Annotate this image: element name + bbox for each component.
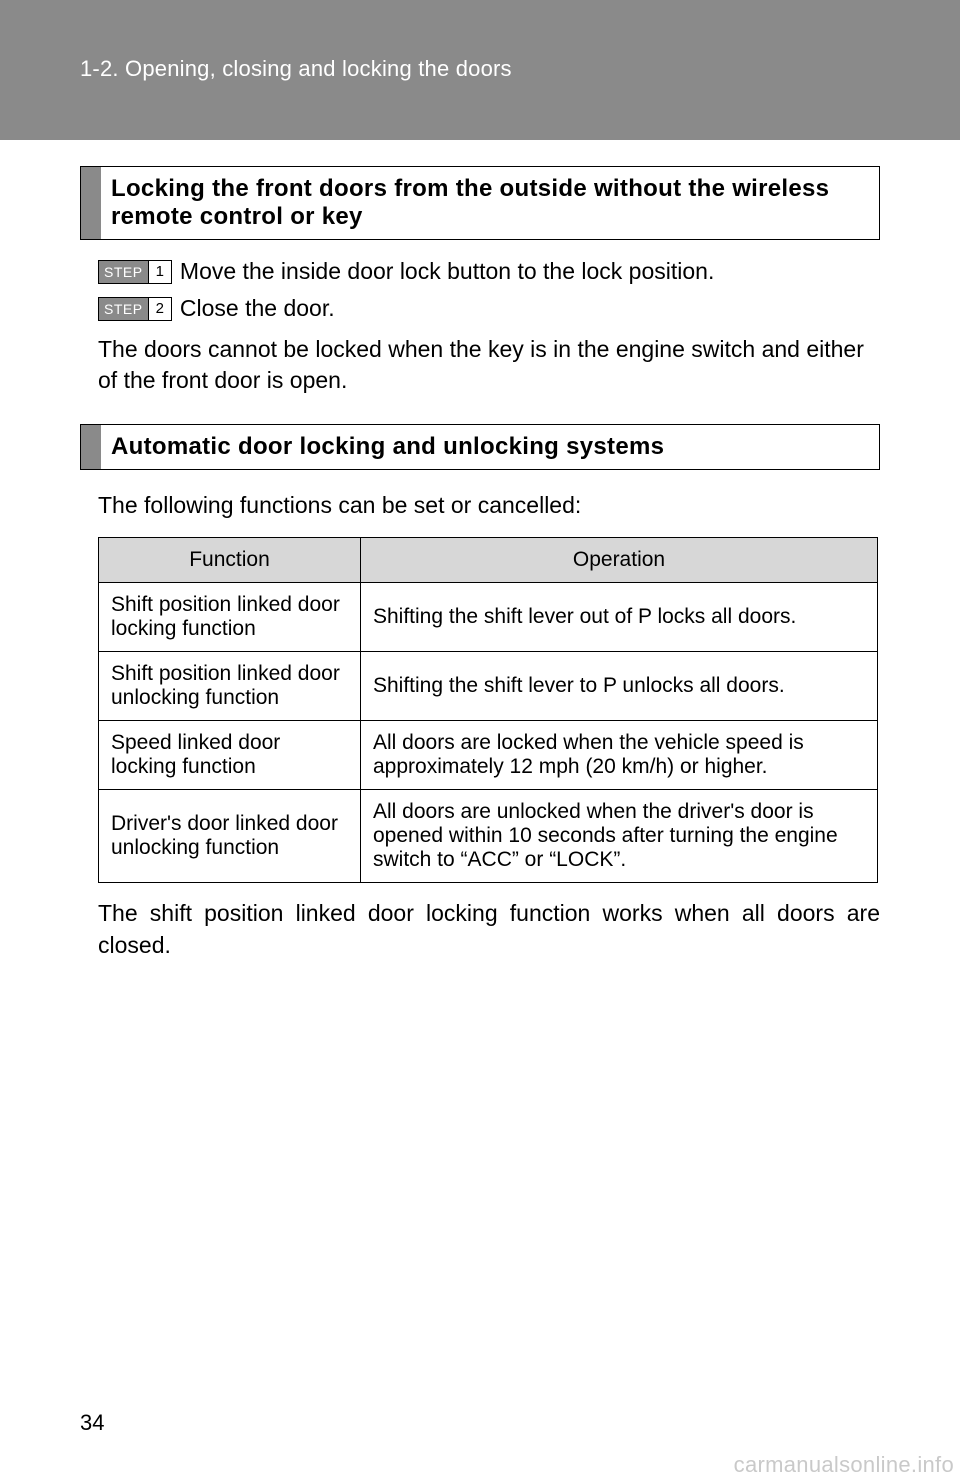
- section-title-2: Automatic door locking and unlocking sys…: [101, 425, 879, 469]
- table-header-function: Function: [99, 538, 361, 583]
- table-header-operation: Operation: [361, 538, 878, 583]
- table-row: Shift position linked door unlocking fun…: [99, 652, 878, 721]
- page-content: Locking the front doors from the outside…: [80, 166, 880, 961]
- step-badge-1: STEP 1: [98, 260, 172, 284]
- step-text-2: Close the door.: [180, 295, 335, 322]
- section-tab: [81, 425, 101, 469]
- step-line-1: STEP 1 Move the inside door lock button …: [98, 258, 880, 285]
- watermark: carmanualsonline.info: [734, 1452, 954, 1478]
- table-cell: Shifting the shift lever to P unlocks al…: [361, 652, 878, 721]
- table-cell: Shift position linked door locking funct…: [99, 583, 361, 652]
- table-cell: Speed linked door locking function: [99, 721, 361, 790]
- step-badge-2: STEP 2: [98, 297, 172, 321]
- table-cell: All doors are locked when the vehicle sp…: [361, 721, 878, 790]
- table-row: Speed linked door locking function All d…: [99, 721, 878, 790]
- step-number-1: 1: [148, 261, 171, 283]
- section-heading-2: Automatic door locking and unlocking sys…: [80, 424, 880, 470]
- table-header-row: Function Operation: [99, 538, 878, 583]
- step-label: STEP: [99, 261, 148, 283]
- section2-intro: The following functions can be set or ca…: [98, 492, 880, 519]
- section-title-1: Locking the front doors from the outside…: [101, 167, 879, 239]
- table-cell: Shifting the shift lever out of P locks …: [361, 583, 878, 652]
- step-line-2: STEP 2 Close the door.: [98, 295, 880, 322]
- table-row: Shift position linked door locking funct…: [99, 583, 878, 652]
- section-tab: [81, 167, 101, 239]
- header-breadcrumb: 1-2. Opening, closing and locking the do…: [80, 56, 512, 82]
- table-cell: All doors are unlocked when the driver's…: [361, 790, 878, 883]
- functions-table: Function Operation Shift position linked…: [98, 537, 878, 883]
- table-cell: Driver's door linked door unlocking func…: [99, 790, 361, 883]
- section2-after: The shift position linked door locking f…: [98, 897, 880, 961]
- step-label: STEP: [99, 298, 148, 320]
- table-row: Driver's door linked door unlocking func…: [99, 790, 878, 883]
- page-number: 34: [80, 1410, 104, 1436]
- section-heading-1: Locking the front doors from the outside…: [80, 166, 880, 240]
- section1-note: The doors cannot be locked when the key …: [98, 334, 880, 396]
- table-cell: Shift position linked door unlocking fun…: [99, 652, 361, 721]
- step-number-2: 2: [148, 298, 171, 320]
- step-text-1: Move the inside door lock button to the …: [180, 258, 714, 285]
